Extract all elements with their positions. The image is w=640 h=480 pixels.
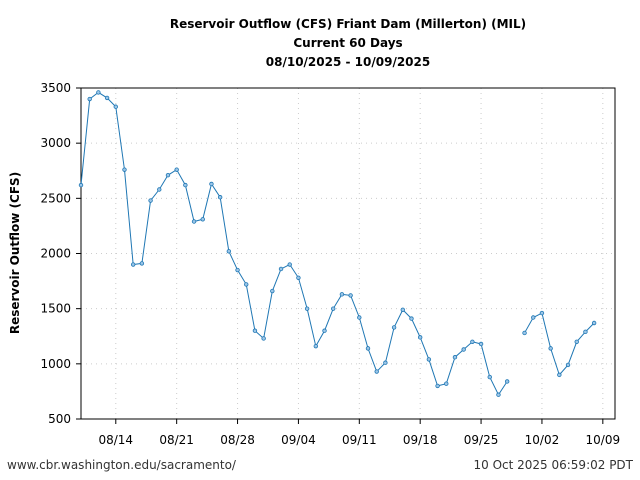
y-tick-label: 3500 [40,81,71,95]
data-point [444,381,449,386]
data-point [287,262,292,267]
y-tick-label: 2000 [40,247,71,261]
data-point [409,316,414,321]
data-point [531,315,536,320]
data-point [78,182,84,188]
data-point [591,320,597,326]
data-point [557,372,562,378]
data-point [165,172,171,178]
data-point [183,182,188,188]
data-point [357,315,362,320]
data-point [548,346,553,351]
data-point [365,346,371,351]
data-point [539,310,545,316]
data-point [452,355,458,360]
data-point [304,306,310,311]
data-point [487,374,492,380]
data-point [478,341,484,347]
data-point [391,325,397,330]
data-point [174,167,179,172]
chart-title-line: 08/10/2025 - 10/09/2025 [266,55,430,69]
x-tick-label: 10/09 [586,433,621,447]
data-point [383,360,388,365]
x-tick-label: 09/04 [281,433,316,447]
y-tick-label: 3000 [40,136,71,150]
data-point [278,266,284,272]
x-tick-label: 08/28 [220,433,255,447]
data-point [417,335,423,340]
data-point [296,275,301,280]
y-tick-label: 1500 [40,302,71,316]
data-point [331,306,336,311]
data-point [122,167,127,172]
chart-title-line: Current 60 Days [293,36,402,50]
data-point [583,329,588,335]
data-point [87,96,92,102]
x-tick-label: 09/18 [403,433,438,447]
data-point [157,187,162,192]
data-point [96,90,101,95]
chart-title-line: Reservoir Outflow (CFS) Friant Dam (Mill… [170,17,526,31]
y-tick-label: 1000 [40,357,71,371]
series-line [524,312,595,376]
data-point [209,181,214,187]
data-point [235,267,240,273]
y-tick-label: 2500 [40,191,71,205]
data-point [148,198,153,203]
data-point [435,383,440,389]
data-point [574,339,579,344]
data-point [270,288,275,294]
data-point [113,104,118,109]
data-point [252,328,258,333]
data-point [261,336,266,341]
data-point [191,219,197,224]
data-point [139,261,145,266]
x-tick-label: 08/21 [159,433,194,447]
x-tick-label: 09/25 [464,433,499,447]
data-point [496,392,501,397]
data-point [339,292,345,297]
x-tick-label: 10/02 [525,433,560,447]
y-axis-label: Reservoir Outflow (CFS) [8,172,22,334]
data-point [348,293,353,298]
data-point [322,328,327,333]
data-point [374,369,379,374]
data-point [313,343,319,349]
x-tick-label: 09/11 [342,433,377,447]
source-url[interactable]: www.cbr.washington.edu/sacramento/ [7,458,236,472]
data-point [130,262,136,267]
data-point [200,217,205,222]
data-point [461,347,466,352]
series-line [80,91,508,396]
data-point [244,282,249,287]
data-point [104,95,110,101]
data-point [400,307,405,312]
data-point [470,339,475,344]
data-point [226,249,232,254]
data-point [217,195,223,200]
data-point [426,357,432,362]
data-point [504,379,510,384]
timestamp: 10 Oct 2025 06:59:02 PDT [473,458,633,472]
data-point [522,330,527,336]
x-tick-label: 08/14 [98,433,133,447]
y-tick-label: 500 [48,412,71,426]
data-point [565,362,571,368]
